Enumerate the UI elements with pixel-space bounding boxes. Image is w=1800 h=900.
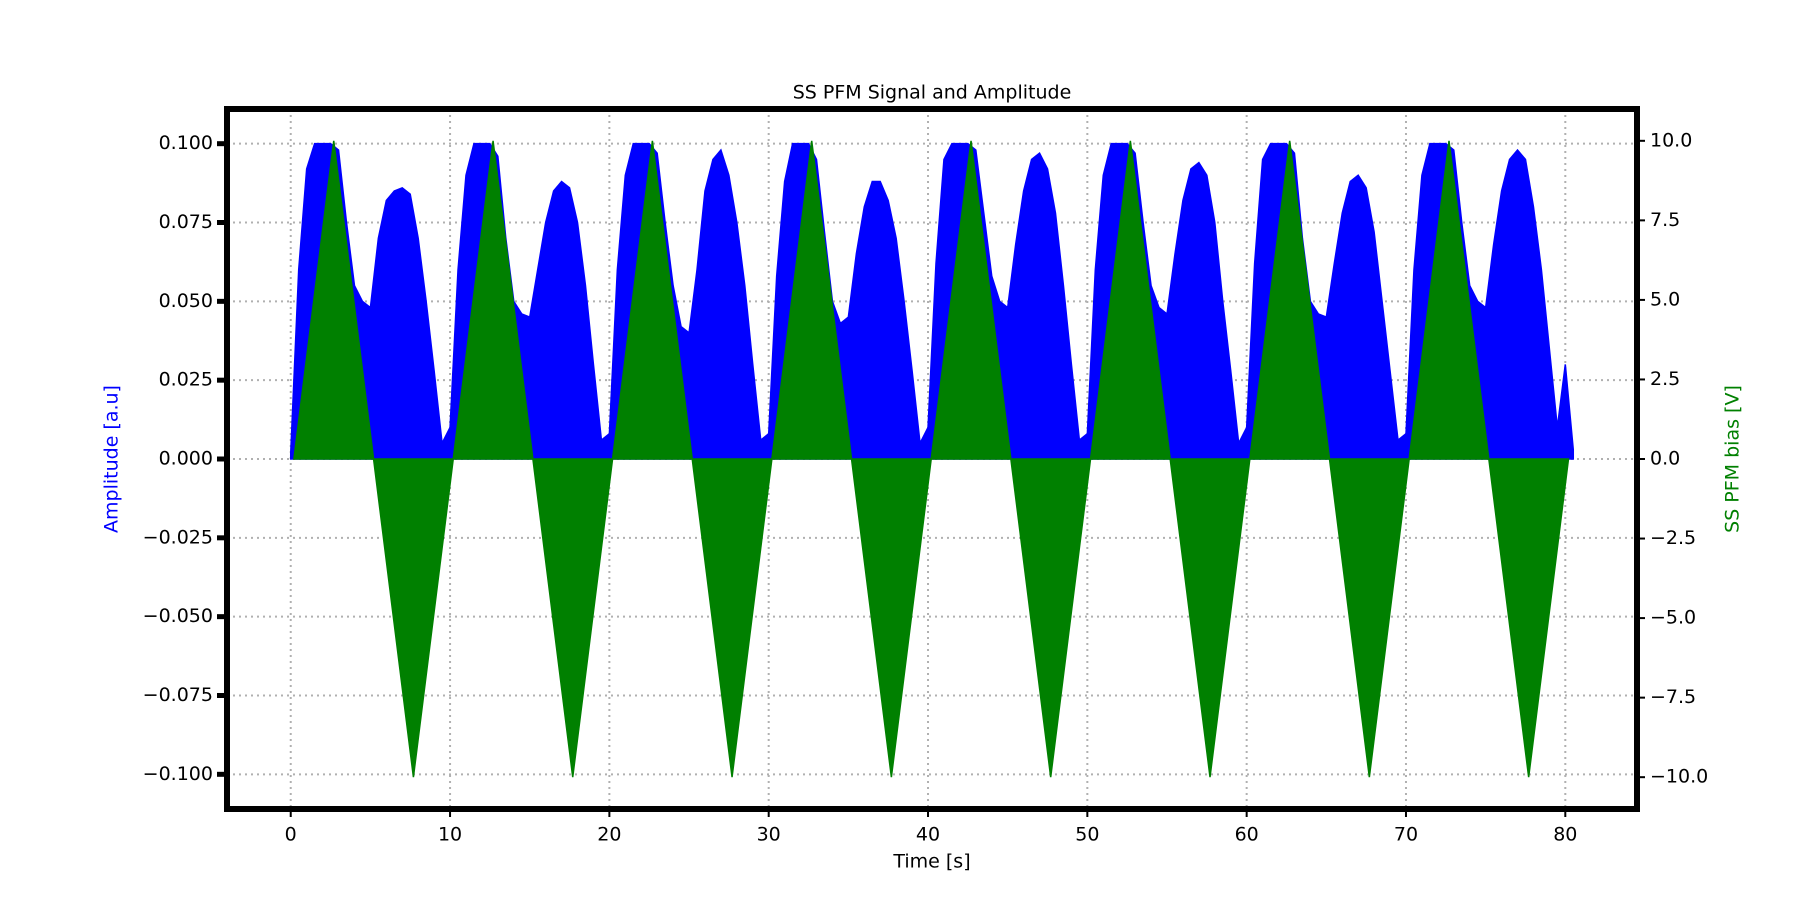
x-tick-label: 70: [1394, 824, 1418, 846]
y-tick-label: 0.075: [159, 211, 213, 233]
y2-tick-label: 5.0: [1650, 288, 1680, 310]
y-tick-label: 0.050: [159, 290, 213, 312]
x-tick-label: 20: [597, 824, 621, 846]
y2-tick-label: −7.5: [1650, 686, 1696, 708]
x-tick-label: 0: [285, 824, 297, 846]
x-tick-label: 40: [916, 824, 940, 846]
x-tick-label: 50: [1075, 824, 1099, 846]
area-series: [289, 142, 1575, 460]
x-tick-label: 30: [757, 824, 781, 846]
y2-tick-label: 10.0: [1650, 129, 1692, 151]
y-tick-label: 0.100: [159, 132, 213, 154]
x-tick-label: 10: [438, 824, 462, 846]
y-tick-label: −0.025: [143, 526, 213, 548]
y2-tick-label: 2.5: [1650, 368, 1680, 390]
y-tick-label: 0.025: [159, 369, 213, 391]
area-series: [293, 140, 1570, 778]
y2-axis-label: SS PFM bias [V]: [1722, 385, 1744, 533]
y2-tick-label: −2.5: [1650, 527, 1696, 549]
y-tick-label: −0.075: [143, 684, 213, 706]
x-axis-label: Time [s]: [892, 851, 970, 873]
y2-tick-label: 7.5: [1650, 209, 1680, 231]
y-tick-label: 0.000: [159, 448, 213, 470]
plot-frame: [224, 106, 1640, 812]
x-tick-label: 80: [1553, 824, 1577, 846]
y2-tick-label: −10.0: [1650, 766, 1708, 788]
y2-tick-label: 0.0: [1650, 448, 1680, 470]
y-tick-label: −0.050: [143, 605, 213, 627]
x-tick-label: 60: [1235, 824, 1259, 846]
y-tick-label: −0.100: [143, 763, 213, 785]
chart-title: SS PFM Signal and Amplitude: [793, 82, 1072, 104]
y-axis-label: Amplitude [a.u]: [101, 385, 123, 533]
y2-tick-label: −5.0: [1650, 607, 1696, 629]
